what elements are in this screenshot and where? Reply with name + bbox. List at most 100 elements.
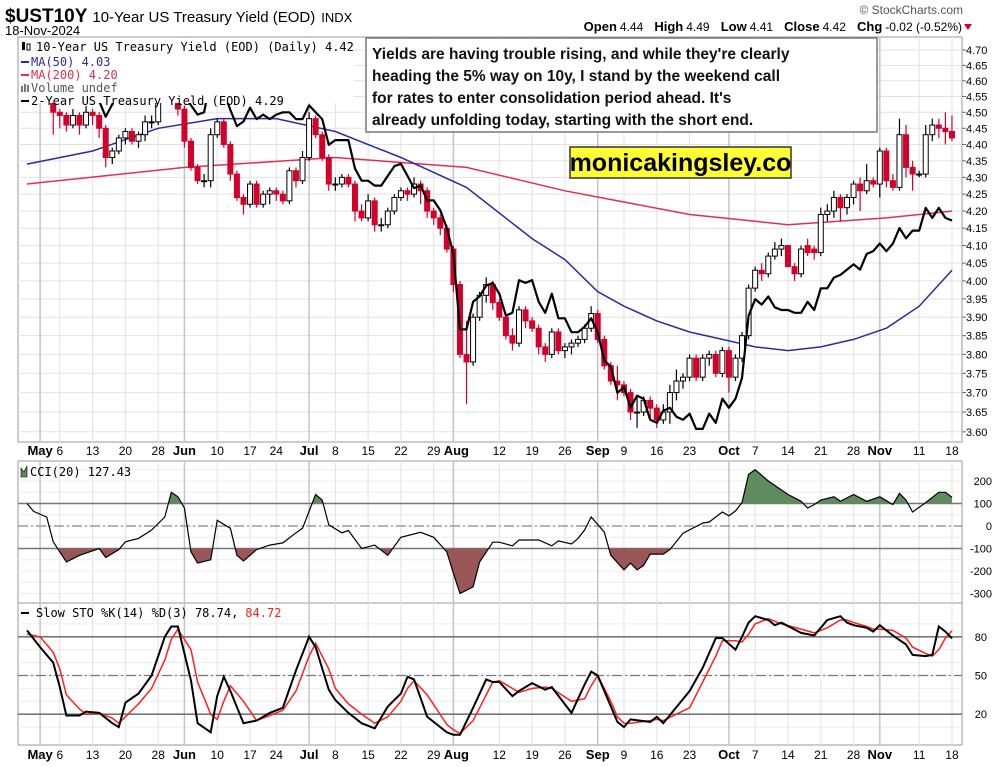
date-tick-label: 13 <box>86 444 100 458</box>
price-tick-label: 3.75 <box>966 368 987 380</box>
candle-body <box>312 118 319 136</box>
candle <box>378 217 385 232</box>
date-tick-label: Jul <box>300 443 319 458</box>
date-tick-label: 10 <box>211 444 225 458</box>
candle <box>706 350 713 366</box>
annotation-line: heading the 5% way on 10y, I stand by th… <box>372 68 780 85</box>
date-tick-label: Jul <box>300 747 319 762</box>
candle-body <box>148 121 155 124</box>
candle-body <box>680 376 686 382</box>
candle <box>142 115 149 142</box>
date-tick-label: Nov <box>868 747 893 762</box>
price-tick-label: 4.05 <box>966 258 987 270</box>
candle-body <box>109 150 116 159</box>
candle-body <box>273 190 280 195</box>
candle-body <box>430 210 437 219</box>
candle-body <box>319 134 326 159</box>
candle <box>325 154 332 191</box>
date-tick-label: 7 <box>752 444 759 458</box>
date-tick-label: 18 <box>945 444 959 458</box>
price-tick-label: 4.35 <box>966 156 987 168</box>
candle-body <box>896 134 903 188</box>
candle-body <box>299 157 306 182</box>
ohlc-readout: Open 4.44 High 4.49 Low 4.41 Close 4.42 Chg -… <box>584 16 962 35</box>
price-tick-label: 4.40 <box>966 139 987 151</box>
candle-body <box>279 193 286 202</box>
date-tick-label: 24 <box>270 748 284 762</box>
candle-body <box>352 183 358 212</box>
date-tick-label: 12 <box>493 748 507 762</box>
candle <box>889 174 896 191</box>
date-tick-label: 11 <box>913 748 926 762</box>
change-value: -0.02 (-0.52%) <box>885 20 962 34</box>
low-label: Low <box>721 19 748 34</box>
candle-body <box>450 248 457 286</box>
candle <box>115 134 122 155</box>
candle <box>345 174 352 188</box>
candle <box>306 112 313 161</box>
date-tick-label: 28 <box>152 444 166 458</box>
candle <box>752 266 759 292</box>
candle <box>929 118 936 142</box>
candle <box>765 252 772 278</box>
candle-body <box>115 137 122 152</box>
candle-body <box>63 114 70 126</box>
candle <box>837 194 844 222</box>
candle-body <box>581 327 588 340</box>
candle <box>863 164 870 195</box>
legend-2yr-yield: 2-Year US Treasury Yield (EOD) 4.29 <box>31 94 284 108</box>
price-tick-label: 4.50 <box>966 107 987 119</box>
date-tick-label: 6 <box>57 748 64 762</box>
volume-bars-icon <box>21 84 29 92</box>
candle <box>201 174 208 188</box>
candle <box>135 131 142 148</box>
candle <box>365 194 372 222</box>
price-tick-label: 3.95 <box>966 294 987 306</box>
price-tick-label: 4.20 <box>966 206 987 218</box>
candle-body <box>397 190 404 198</box>
low-value: 4.41 <box>750 20 774 34</box>
price-tick-label: 3.85 <box>966 331 987 343</box>
stochastic-legend: Slow STO %K(14) %D(3) 78.74, 84.72 <box>21 606 281 620</box>
candle-body <box>817 213 824 254</box>
legend-ma200: MA(200) 4.20 <box>31 68 118 82</box>
candle-body <box>260 193 267 205</box>
candle-body <box>555 331 562 352</box>
cci-tick-label: 200 <box>974 476 992 488</box>
candle-body <box>470 316 477 363</box>
candle-body <box>128 130 135 142</box>
candle <box>548 328 555 359</box>
candle <box>260 190 267 208</box>
candle <box>784 245 791 268</box>
candle <box>89 109 96 126</box>
date-tick-label: Nov <box>868 443 893 458</box>
date-tick-label: 21 <box>814 748 828 762</box>
date-tick-label: 24 <box>270 444 284 458</box>
candle <box>791 263 798 281</box>
candle-body <box>325 157 332 185</box>
date-tick-label: Aug <box>444 747 469 762</box>
candle <box>850 180 857 205</box>
candle <box>509 328 516 351</box>
candle-body <box>771 248 778 257</box>
candle-body <box>909 166 916 175</box>
price-tick-label: 4.10 <box>966 241 987 253</box>
legend-ma50: MA(50) 4.03 <box>31 55 110 69</box>
candle <box>352 180 358 222</box>
annotation-line: for rates to enter consolidation period … <box>372 90 731 107</box>
price-tick-label: 4.65 <box>966 60 987 72</box>
candle-body <box>725 350 732 378</box>
date-tick-label: 26 <box>558 748 572 762</box>
date-tick-label: 21 <box>814 444 828 458</box>
legend-price: 10-Year US Treasury Yield (EOD) (Daily) … <box>36 40 354 54</box>
close-value: 4.42 <box>823 20 847 34</box>
candle <box>870 177 877 188</box>
candle-body <box>699 357 706 378</box>
candle <box>391 194 398 215</box>
candle <box>109 147 116 165</box>
annotation-line: already unfolding today, starting with t… <box>372 112 753 129</box>
legend-sto: Slow STO %K(14) %D(3) 78.74, 84.72 <box>36 606 281 620</box>
date-tick-label: 6 <box>57 444 64 458</box>
legend-cci: CCI(20) 127.43 <box>30 465 131 479</box>
sto-tick-label: 80 <box>975 632 987 644</box>
